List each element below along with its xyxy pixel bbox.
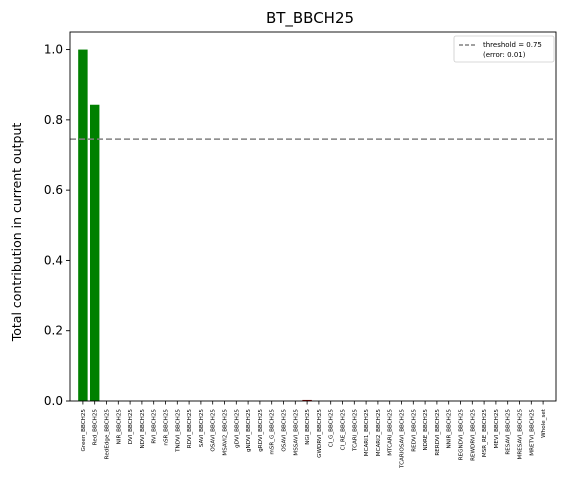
x-tick-label: mSR_G_BBCH25 bbox=[270, 409, 276, 455]
x-tick-label: MSAVI2_BBCH25 bbox=[223, 409, 229, 456]
x-tick-label: NDVI_BBCH25 bbox=[140, 409, 146, 449]
x-tick-label: Red_BBCH25 bbox=[93, 409, 99, 446]
legend-entry-error: (error: 0.01) bbox=[483, 51, 526, 59]
x-tick-label: RERDVI_BBCH25 bbox=[435, 409, 441, 456]
x-tick-label: RESAVI_BBCH25 bbox=[506, 409, 512, 455]
x-tick-label: NGI_BBCH25 bbox=[305, 409, 311, 445]
y-tick-label: 0.4 bbox=[44, 253, 63, 267]
y-tick-label: 0.0 bbox=[44, 394, 63, 408]
chart-title: BT_BBCH25 bbox=[266, 9, 354, 28]
x-tick-label: NDRE_BBCH25 bbox=[423, 409, 429, 451]
x-tick-label: OSAVI_BBCH25 bbox=[211, 409, 217, 452]
x-tick-label: CI_RE_BBCH25 bbox=[341, 409, 347, 451]
x-tick-label: TCARI_BBCH25 bbox=[352, 409, 358, 452]
legend: threshold = 0.75 (error: 0.01) bbox=[453, 35, 555, 63]
x-tick-label: MEVI_BBCH25 bbox=[494, 409, 500, 449]
y-tick-label: 0.8 bbox=[44, 113, 63, 127]
legend-entry-threshold: threshold = 0.75 bbox=[483, 41, 542, 49]
x-tick-label: DVI_BBCH25 bbox=[128, 409, 134, 445]
x-tick-label: REWDRVI_BBCH25 bbox=[470, 409, 476, 461]
bar bbox=[89, 104, 100, 401]
x-tick-label: NNIR_BBCH25 bbox=[447, 409, 453, 449]
y-axis-label: Total contribution in current output bbox=[9, 123, 24, 343]
x-tick-label: CI_G_BBCH25 bbox=[329, 409, 335, 448]
x-tick-label: MSSAVI_BBCH25 bbox=[293, 409, 299, 456]
x-tick-label: REDVI_BBCH25 bbox=[411, 409, 417, 452]
x-tick-label: MRESAVI_BBCH25 bbox=[518, 409, 524, 460]
x-tick-label: gDVI_BBCH25 bbox=[234, 409, 240, 448]
bar bbox=[78, 49, 88, 401]
x-tick-label: SAVI_BBCH25 bbox=[199, 409, 205, 448]
x-tick-label: gRDVI_BBCH25 bbox=[258, 409, 264, 452]
y-tick-label: 0.2 bbox=[44, 324, 63, 338]
x-tick-label: REGNDVI_BBCH25 bbox=[459, 409, 465, 461]
axes-frame bbox=[69, 31, 557, 402]
y-tick-label: 1.0 bbox=[44, 43, 63, 57]
legend-box bbox=[453, 35, 555, 63]
x-tick-label: MSR_RE_BBCH25 bbox=[482, 409, 488, 458]
x-tick-label: MTCARI_BBCH25 bbox=[388, 409, 394, 456]
x-tick-label: Green_BBCH25 bbox=[81, 409, 87, 452]
x-tick-label: MCARI2_BBCH25 bbox=[376, 409, 382, 457]
x-tick-label: MCARI1_BBCH25 bbox=[364, 409, 370, 457]
x-tick-label: TCARIOSAVI_BBCH25 bbox=[400, 409, 406, 469]
y-tick-label: 0.6 bbox=[44, 183, 63, 197]
x-tick-label: MRETVI_BBCH25 bbox=[529, 409, 535, 456]
x-tick-label: OSAVI_BBCH25 bbox=[282, 409, 288, 452]
x-tick-label: GWDRVI_BBCH25 bbox=[317, 409, 323, 458]
x-tick-label: RDVI_BBCH25 bbox=[187, 409, 193, 449]
x-tick-label: nSR_BBCH25 bbox=[164, 409, 170, 446]
x-tick-label: NIR_BBCH25 bbox=[116, 409, 122, 445]
plot-area: 0.0 0.2 0.4 0.6 0.8 1.0 Green_BBCH25 Red_BBCH25… bbox=[44, 31, 557, 469]
x-tick-label: gNDVI_BBCH25 bbox=[246, 409, 252, 452]
x-tick-label: RedEdge_BBCH25 bbox=[105, 409, 111, 460]
bar bbox=[302, 399, 312, 401]
x-tick-label: RVI_BBCH25 bbox=[152, 409, 158, 444]
x-tick-label: TNDVI_BBCH25 bbox=[175, 409, 181, 453]
x-tick-label: Whole_set bbox=[541, 408, 547, 438]
